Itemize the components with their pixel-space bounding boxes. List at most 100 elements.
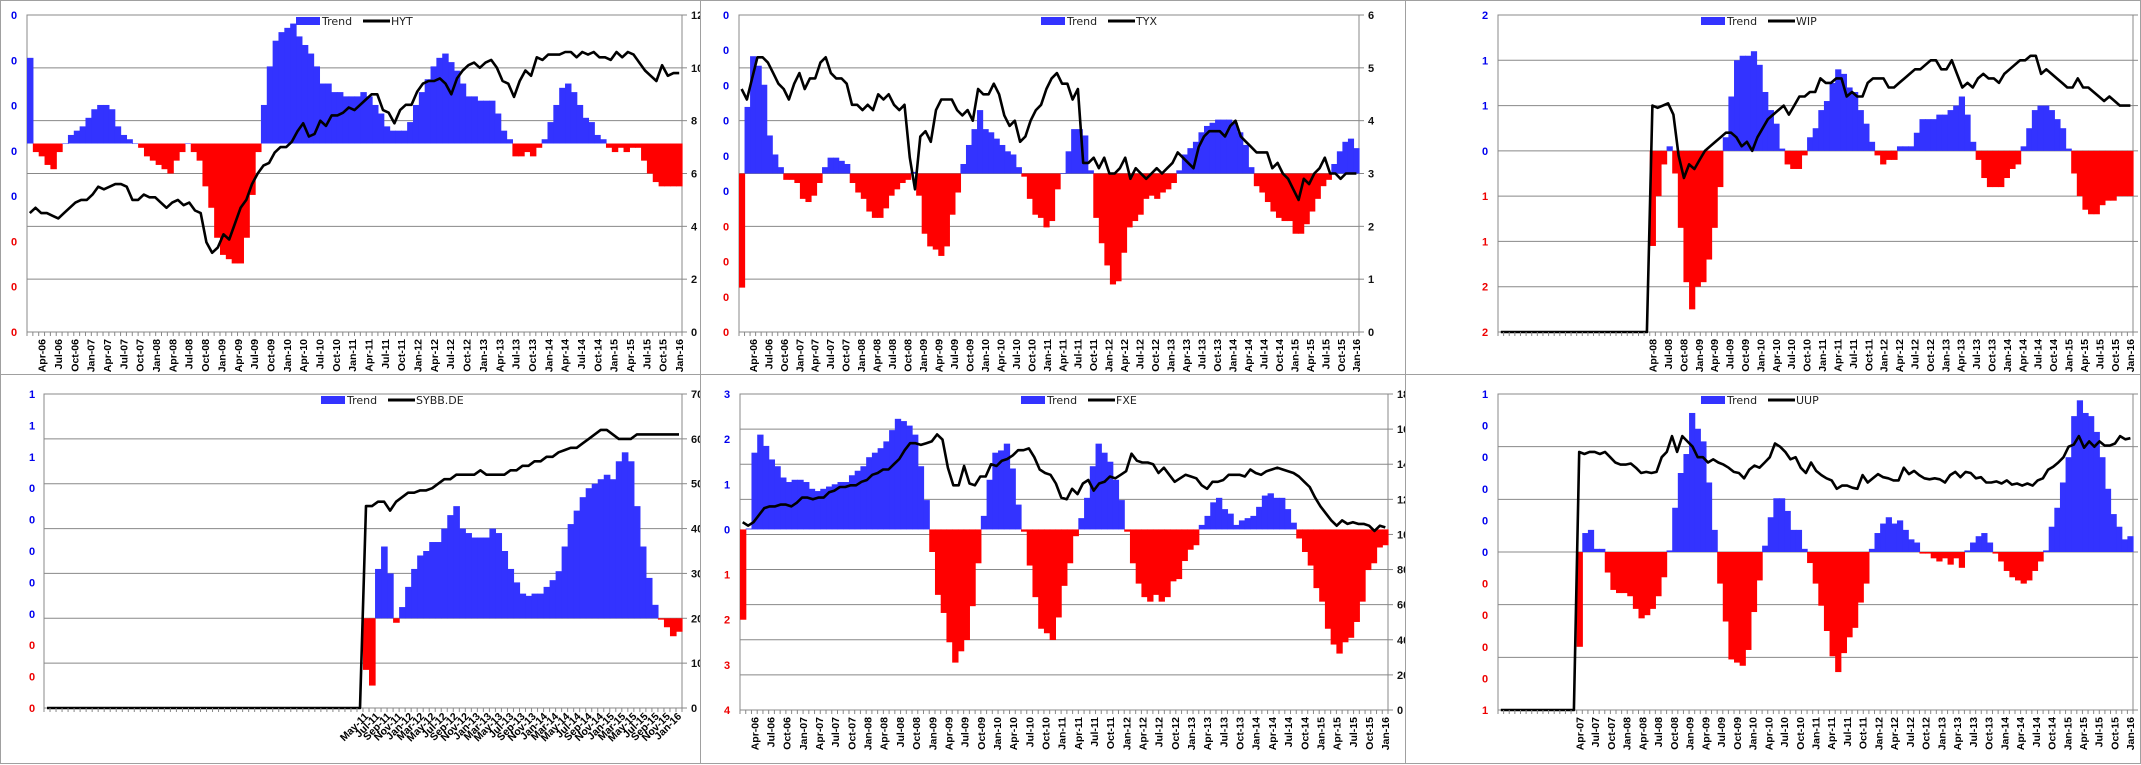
trend-bar <box>629 143 636 148</box>
trend-bar <box>465 96 473 144</box>
trend-bar <box>772 154 779 174</box>
trend-bar <box>2043 105 2050 151</box>
left-axis-label: 0 <box>11 101 17 113</box>
x-tick-label: Oct-13 <box>527 339 539 372</box>
x-tick-label: Jan-08 <box>1622 717 1634 750</box>
trend-bar <box>1683 150 1690 283</box>
trend-bar <box>2003 150 2010 179</box>
trend-bar <box>877 173 884 218</box>
trend-bar <box>1198 132 1205 174</box>
x-tick-label: Apr-11 <box>1832 339 1844 372</box>
trend-bar <box>1604 552 1611 573</box>
x-tick-label: Oct-08 <box>1678 339 1690 372</box>
trend-bar <box>1891 150 1898 160</box>
trend-bar <box>1204 515 1211 530</box>
trend-bar <box>2048 526 2055 552</box>
x-tick-label: Jul-10 <box>1779 717 1791 748</box>
x-tick-label: Oct-14 <box>592 339 604 372</box>
legend: Trend HYT <box>296 15 413 28</box>
trend-bar <box>923 500 930 530</box>
trend-bar <box>1342 141 1349 174</box>
trend-bar <box>1215 119 1222 174</box>
trend-bar <box>1672 150 1679 174</box>
trend-bar <box>1060 173 1067 174</box>
legend-swatch-trend <box>1701 396 1725 404</box>
trend-bar <box>2059 128 2067 151</box>
trend-bar <box>1739 55 1746 151</box>
trend-bar <box>1953 105 1960 151</box>
trend-bar <box>225 143 233 260</box>
trend-bar <box>1621 552 1628 594</box>
trend-bar <box>441 528 448 619</box>
left-axis-label: 0 <box>11 327 17 339</box>
trend-bar <box>803 482 810 530</box>
x-tick-label: Oct-06 <box>69 339 81 372</box>
trend-bar <box>1913 132 1921 151</box>
chart-svg: 01020304050607011100000000May-11Jul-11Se… <box>29 389 702 744</box>
x-tick-label: Apr-15 <box>2078 717 2090 750</box>
trend-bar <box>565 83 572 144</box>
legend: Trend SYBB.DE <box>321 394 464 407</box>
trend-bar <box>56 143 63 153</box>
trend-bar <box>471 96 478 144</box>
trend-bar <box>44 143 51 165</box>
left-axis-label: 0 <box>11 55 17 67</box>
trend-bar <box>1694 428 1701 552</box>
x-tick-label: Oct-15 <box>2109 717 2121 750</box>
legend-label-price: TYX <box>1135 15 1157 28</box>
trend-bar <box>2071 416 2078 552</box>
legend-swatch-trend <box>321 396 345 404</box>
trend-bar <box>1072 529 1079 537</box>
x-tick-label: Apr-12 <box>1894 339 1906 372</box>
x-tick-label: Jul-08 <box>1663 339 1675 370</box>
trend-bar <box>777 167 784 174</box>
trend-bar <box>1032 173 1039 215</box>
trend-bar <box>912 434 919 530</box>
right-axis-label: 0 <box>1397 705 1403 717</box>
trend-bar <box>278 32 285 144</box>
trend-bar <box>219 143 227 255</box>
x-tick-label: Apr-10 <box>1763 717 1775 750</box>
trend-bar <box>986 479 993 530</box>
x-tick-label: Jan-12 <box>1121 717 1133 750</box>
trend-bar <box>2009 552 2016 578</box>
trend-bar <box>32 143 40 153</box>
x-tick-label: Jan-08 <box>151 339 163 372</box>
trend-bar <box>594 134 601 144</box>
trend-bar <box>2121 539 2128 552</box>
trend-bar <box>1237 132 1244 174</box>
trend-bar <box>1129 529 1137 564</box>
trend-bar <box>2031 552 2039 571</box>
trend-bar <box>971 129 978 174</box>
x-tick-label: Jul-08 <box>887 339 899 370</box>
trend-bar <box>1248 167 1255 174</box>
trend-bar <box>860 466 867 530</box>
chart-panel-fxe: 0 20 40 60 80 100 120 140 160 180 3 2 1 0 1 2 3 4 Apr-06 Ju… <box>700 374 1407 764</box>
trend-bar <box>1947 552 1954 565</box>
trend-bar <box>1790 529 1797 552</box>
left-axis-label: 2 <box>724 434 730 446</box>
trend-bar <box>1347 529 1355 638</box>
right-axis-label: 40 <box>1397 635 1407 647</box>
trend-bar <box>1231 122 1238 174</box>
left-axis-label: 0 <box>29 640 35 652</box>
trend-bar <box>1627 552 1634 597</box>
x-tick-label: Jan-10 <box>1755 339 1767 372</box>
trend-bar <box>932 173 939 250</box>
trend-bar <box>1807 552 1814 564</box>
trend-bar <box>954 173 962 193</box>
x-tick-label: Jul-07 <box>1590 717 1602 748</box>
trend-bar <box>477 100 484 144</box>
trend-bar <box>1958 552 1966 568</box>
trend-bar <box>1734 552 1741 663</box>
x-tick-label: Jul-10 <box>314 339 326 370</box>
trend-bar <box>1296 529 1303 539</box>
trend-bar <box>1043 173 1050 228</box>
trend-bar <box>1170 529 1177 582</box>
x-tick-label: Jul-11 <box>380 339 392 369</box>
trend-bar <box>417 555 424 619</box>
trend-bar <box>2110 514 2117 552</box>
left-axis-label: 1 <box>1482 705 1488 717</box>
trend-bar <box>360 92 367 144</box>
x-tick-label: Apr-11 <box>364 339 376 372</box>
